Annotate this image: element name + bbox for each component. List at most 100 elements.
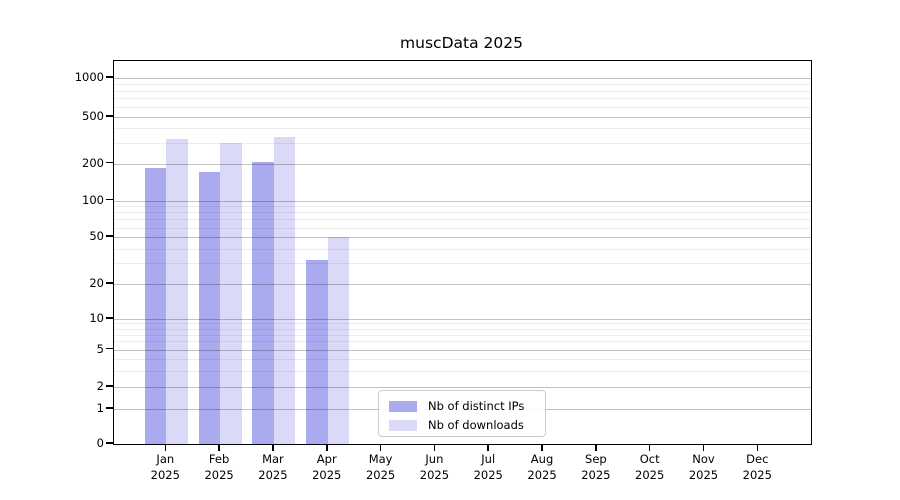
- y-tick-label: 200: [82, 155, 104, 170]
- x-tick-year: 2025: [635, 468, 665, 482]
- legend-label: Nb of downloads: [428, 418, 524, 432]
- legend-item: Nb of distinct IPs: [389, 397, 535, 415]
- y-tick-label: 10: [89, 310, 104, 325]
- legend-swatch: [389, 400, 417, 412]
- legend-item: Nb of downloads: [389, 416, 535, 434]
- y-tick-label: 50: [89, 229, 104, 244]
- y-tick-mark: [106, 282, 113, 284]
- legend-label: Nb of distinct IPs: [428, 399, 525, 413]
- gridline-minor: [114, 328, 811, 330]
- x-tick-label: Sep 2025: [566, 451, 626, 483]
- x-tick-label: Feb 2025: [189, 451, 249, 483]
- y-tick-label: 1000: [74, 70, 104, 85]
- x-tick-mark: [272, 445, 274, 451]
- x-tick-mark: [702, 445, 705, 451]
- x-tick-label: Jan 2025: [135, 451, 195, 483]
- x-tick-year: 2025: [204, 468, 234, 482]
- x-tick-mark: [433, 445, 436, 451]
- gridline-minor: [114, 90, 811, 92]
- x-tick-month: Jan: [156, 452, 175, 466]
- bar-downloads: [220, 143, 242, 444]
- x-tick-month: Jun: [425, 452, 444, 466]
- x-tick-label: Oct 2025: [620, 451, 680, 483]
- x-tick-year: 2025: [365, 468, 396, 482]
- x-tick-mark: [487, 445, 489, 451]
- x-tick-label: Nov 2025: [674, 451, 734, 483]
- y-tick-label: 5: [96, 341, 104, 356]
- bar-downloads: [166, 138, 188, 444]
- x-tick-month: May: [368, 452, 393, 466]
- gridline-major: [114, 78, 811, 80]
- legend-swatch: [389, 419, 417, 431]
- gridline-minor: [114, 263, 811, 265]
- x-tick-month: Aug: [530, 452, 554, 466]
- y-tick-mark: [106, 442, 113, 444]
- gridline-minor: [114, 227, 811, 229]
- gridline-major: [114, 387, 811, 389]
- y-tick-mark: [106, 76, 113, 78]
- x-tick-year: 2025: [150, 468, 180, 482]
- y-tick-label: 0: [96, 436, 104, 450]
- x-tick-month: Sep: [585, 452, 607, 466]
- gridline-minor: [114, 206, 811, 208]
- x-tick-year: 2025: [742, 468, 772, 482]
- gridline-major: [114, 117, 811, 119]
- legend: Nb of distinct IPs Nb of downloads: [378, 390, 546, 437]
- chart-title: muscData 2025: [400, 34, 523, 52]
- x-tick-mark: [541, 445, 543, 451]
- gridline-minor: [114, 370, 811, 372]
- gridline-minor: [114, 248, 811, 250]
- x-tick-year: 2025: [688, 468, 719, 482]
- x-tick-month: Mar: [262, 452, 284, 466]
- x-tick-label: Dec 2025: [727, 451, 787, 483]
- x-tick-year: 2025: [527, 468, 557, 482]
- gridline-major: [114, 163, 811, 165]
- x-tick-month: Jul: [481, 452, 496, 466]
- x-tick-label: Jun 2025: [404, 451, 464, 483]
- x-tick-label: Aug 2025: [512, 451, 572, 483]
- x-tick-year: 2025: [312, 468, 342, 482]
- y-tick-label: 500: [82, 109, 104, 124]
- x-tick-label: Mar 2025: [243, 451, 303, 483]
- x-tick-year: 2025: [419, 468, 450, 482]
- x-tick-month: Nov: [692, 452, 715, 466]
- gridline-minor: [114, 84, 811, 86]
- y-tick-mark: [106, 317, 113, 319]
- x-tick-mark: [164, 445, 167, 451]
- gridline-minor: [114, 212, 811, 214]
- gridline-minor: [114, 358, 811, 360]
- y-tick-label: 100: [82, 192, 104, 207]
- x-tick-mark: [218, 445, 220, 451]
- bar-distinct-ips: [198, 172, 221, 444]
- gridline-minor: [114, 341, 811, 343]
- bar-distinct-ips: [252, 162, 274, 444]
- bar-downloads: [327, 237, 350, 444]
- x-tick-mark: [379, 445, 382, 451]
- plot-area: [113, 60, 812, 445]
- gridline-major: [114, 237, 811, 239]
- gridline-minor: [114, 219, 811, 221]
- gridline-minor: [114, 98, 811, 100]
- x-tick-label: Jul 2025: [458, 451, 518, 483]
- x-tick-year: 2025: [473, 468, 503, 482]
- y-tick-mark: [106, 235, 113, 237]
- x-tick-mark: [756, 445, 759, 451]
- gridline-major: [114, 200, 811, 202]
- gridline-major: [114, 318, 811, 320]
- y-tick-mark: [106, 161, 113, 164]
- gridline-minor: [114, 323, 811, 325]
- x-tick-month: Oct: [639, 452, 660, 466]
- gridline-minor: [114, 106, 811, 108]
- y-tick-label: 1: [96, 400, 104, 415]
- gridline-minor: [114, 334, 811, 336]
- gridline-minor: [114, 143, 811, 144]
- gridline-major: [114, 349, 811, 351]
- x-tick-mark: [648, 445, 651, 451]
- y-tick-label: 20: [89, 275, 104, 290]
- x-tick-month: Apr: [316, 452, 337, 466]
- x-tick-label: Apr 2025: [297, 451, 357, 483]
- x-tick-month: Feb: [208, 452, 230, 466]
- x-tick-mark: [595, 445, 597, 451]
- x-tick-month: Dec: [746, 452, 769, 466]
